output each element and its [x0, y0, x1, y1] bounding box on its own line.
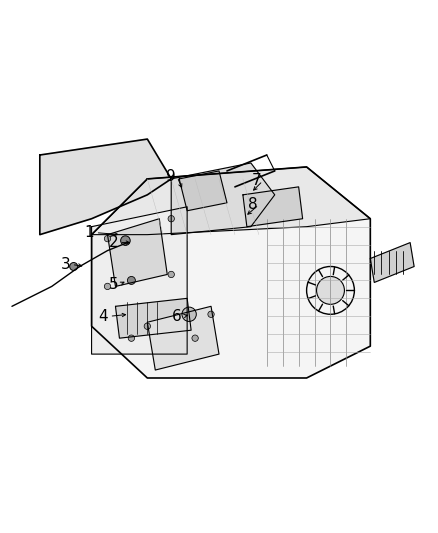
Polygon shape — [92, 167, 370, 235]
Text: 4: 4 — [99, 309, 108, 324]
Circle shape — [104, 283, 111, 289]
Circle shape — [168, 215, 174, 222]
Circle shape — [182, 307, 196, 321]
Text: 3: 3 — [61, 257, 71, 272]
Circle shape — [168, 271, 174, 278]
Text: 2: 2 — [109, 235, 118, 250]
Circle shape — [120, 236, 130, 245]
Circle shape — [127, 277, 135, 285]
Text: 6: 6 — [172, 309, 182, 324]
Circle shape — [144, 323, 151, 329]
Text: 8: 8 — [248, 197, 258, 212]
Text: 1: 1 — [85, 225, 95, 240]
Polygon shape — [92, 207, 187, 354]
Polygon shape — [40, 139, 171, 235]
Circle shape — [70, 263, 78, 270]
Text: 5: 5 — [109, 277, 118, 292]
Polygon shape — [171, 163, 275, 235]
Polygon shape — [92, 167, 370, 378]
Text: 7: 7 — [252, 173, 261, 188]
Circle shape — [128, 335, 134, 341]
Polygon shape — [107, 219, 167, 286]
Polygon shape — [147, 306, 219, 370]
Circle shape — [317, 277, 344, 304]
Circle shape — [208, 311, 214, 318]
Polygon shape — [179, 171, 227, 211]
Circle shape — [192, 335, 198, 341]
Polygon shape — [370, 243, 414, 282]
Text: 9: 9 — [166, 169, 176, 184]
Polygon shape — [243, 187, 303, 227]
Polygon shape — [116, 298, 191, 338]
Circle shape — [104, 236, 111, 242]
